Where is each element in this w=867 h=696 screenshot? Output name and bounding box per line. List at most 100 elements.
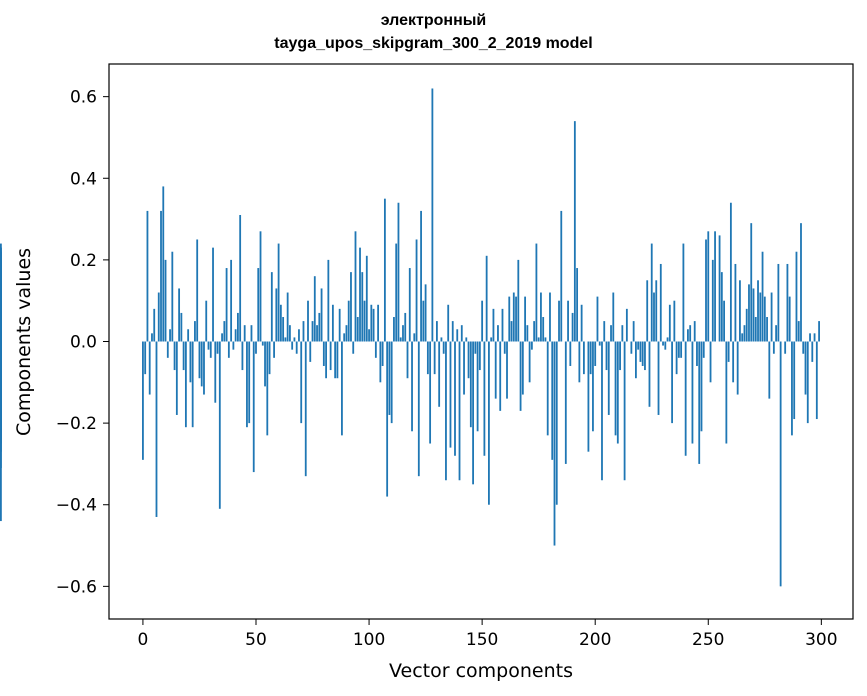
x-tick-label: 150 [466,630,498,650]
bar-224 [648,341,651,407]
bar-233 [668,304,671,342]
bar-133 [442,341,445,354]
bar-247 [700,341,703,432]
bar-189 [569,341,572,366]
bar-63 [284,337,287,342]
bar-29 [207,341,210,350]
bar-104 [377,304,380,342]
bar-47 [248,341,251,424]
bar-243 [691,341,694,444]
bar-166 [517,259,520,342]
bar-87 [338,308,341,342]
bar-232 [666,337,669,342]
bar-27 [203,341,205,395]
bar-239 [682,243,685,342]
bar-280 [775,325,778,342]
bar-31 [212,247,214,342]
bar-77 [316,325,318,342]
bar-26 [200,341,203,387]
bar-61 [279,304,282,342]
bar-60 [277,243,280,342]
bar-246 [698,341,701,464]
x-tick-label: 50 [245,630,267,650]
bar-113 [397,202,400,342]
bar-44 [241,341,244,371]
bar-96 [359,247,361,342]
bar-207 [610,325,612,342]
bar-85 [334,341,337,379]
bar-71 [302,321,305,342]
bar-37 [225,268,228,342]
bar-212 [621,325,624,342]
bar-40 [232,341,235,350]
bar-162 [508,296,511,342]
bar-121 [415,239,418,342]
bar-289 [795,251,798,342]
bars-group [0,88,820,587]
bar-131 [438,341,441,407]
bar-250 [707,231,710,342]
bar-56 [268,341,271,375]
bar-67 [293,337,296,342]
bar-219 [637,341,640,350]
bar-154 [490,337,493,342]
bar-203 [601,341,603,481]
bar-174 [535,243,538,342]
bar-202 [598,341,601,346]
bar-230 [662,341,664,346]
bar-192 [576,268,579,342]
bar-172 [530,341,533,350]
y-tick-label: 0.2 [70,251,97,271]
bar-238 [680,341,683,358]
bar-94 [354,231,357,342]
bar-256 [720,272,723,342]
bar-249 [705,239,707,342]
bar-65 [289,325,291,342]
bar-38 [227,341,230,358]
bar-187 [564,341,567,464]
bar-5 [153,308,156,342]
bar-163 [510,321,513,342]
bar-43 [239,214,242,342]
bar-93 [352,341,355,354]
bar-258 [725,341,728,444]
bar-248 [702,341,705,358]
bar-177 [542,317,545,342]
bar-110 [390,341,393,424]
bar-7 [157,292,160,342]
bar-293 [804,341,807,395]
bar-34 [218,341,221,509]
bar-75 [311,321,314,342]
bar-84 [331,304,334,342]
bar-112 [395,243,398,342]
bar-210 [616,341,619,444]
bar-undefined [0,312,2,342]
bar-98 [363,300,366,342]
bar-263 [736,341,739,395]
bar-252 [711,259,714,342]
bar-135 [447,304,450,342]
bar-188 [567,300,569,342]
bar-99 [365,255,368,342]
bar-59 [275,288,278,342]
y-tick-label: −0.6 [56,577,97,597]
bar-183 [555,341,558,505]
bar-175 [537,337,540,342]
bar-102 [372,308,375,342]
bar-255 [718,235,721,342]
bar-10 [164,259,167,342]
bar-123 [420,210,422,342]
bar-266 [743,325,746,342]
bar-62 [282,317,285,342]
bar-199 [592,341,594,432]
y-tick-label: −0.4 [56,496,97,516]
bar-125 [424,284,427,342]
bar-145 [469,341,472,428]
bar-25 [198,341,201,379]
bar-151 [483,341,486,456]
bar-205 [605,341,608,371]
bar-6 [155,341,158,517]
bar-23 [194,321,196,342]
bar-220 [639,341,642,362]
bar-191 [573,121,576,342]
